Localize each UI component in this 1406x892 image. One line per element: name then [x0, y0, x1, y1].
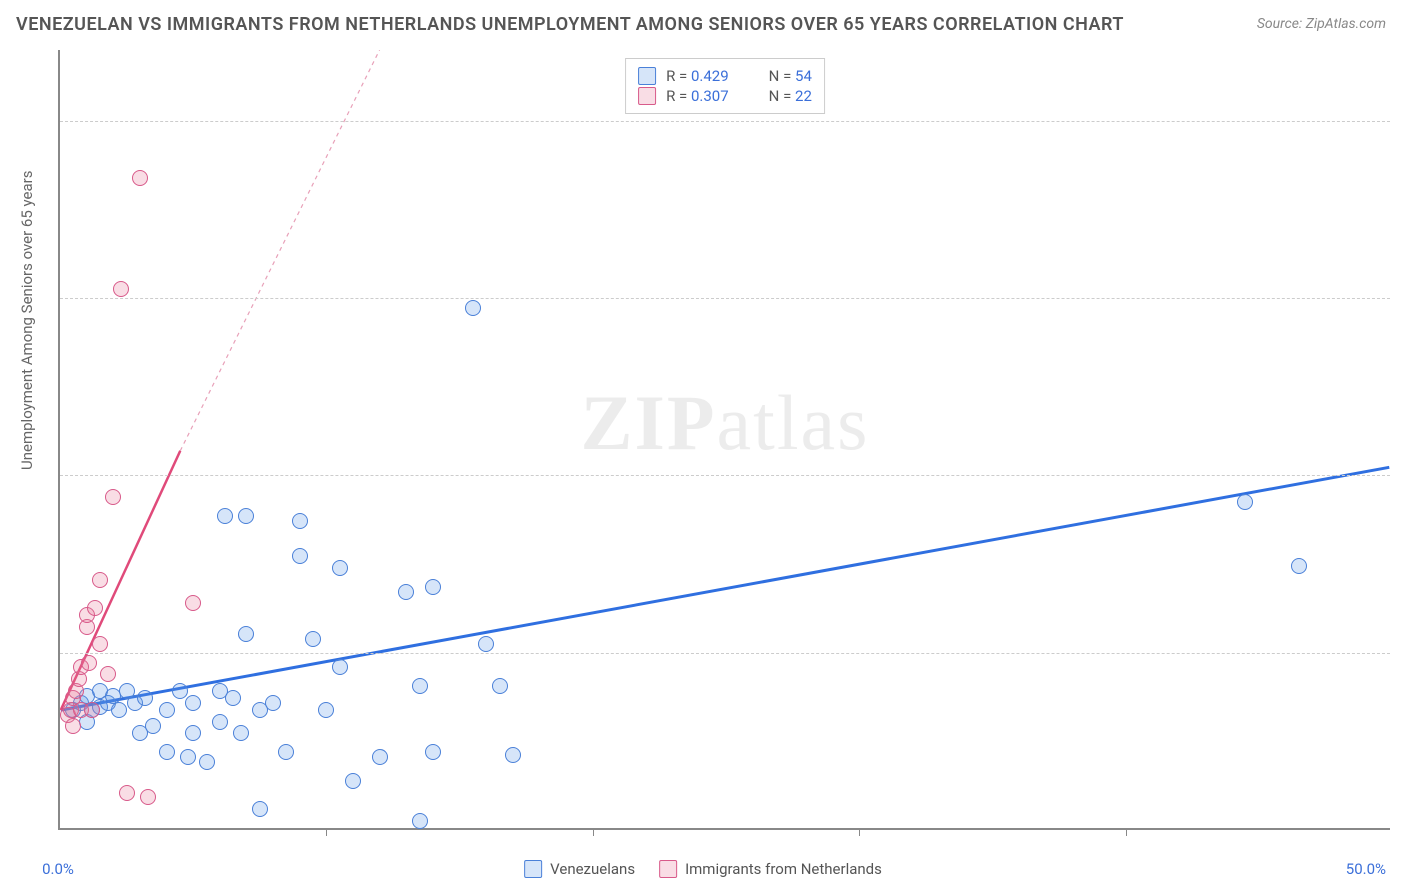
- gridline: [60, 121, 1390, 122]
- x-tick: [859, 828, 860, 836]
- x-tick: [1126, 828, 1127, 836]
- data-point: [159, 702, 175, 718]
- gridline: [60, 298, 1390, 299]
- data-point: [225, 690, 241, 706]
- correlation-row-blue: R = 0.429 N = 54: [638, 67, 812, 85]
- correlation-legend: R = 0.429 N = 54 R = 0.307 N = 22: [625, 58, 825, 114]
- data-point: [159, 744, 175, 760]
- legend-item-venezuelans: Venezuelans: [524, 860, 635, 878]
- data-point: [180, 749, 196, 765]
- data-point: [111, 702, 127, 718]
- data-point: [132, 170, 148, 186]
- data-point: [113, 281, 129, 297]
- data-point: [238, 626, 254, 642]
- x-axis-min-label: 0.0%: [42, 860, 74, 878]
- source-attribution: Source: ZipAtlas.com: [1257, 16, 1386, 32]
- data-point: [425, 744, 441, 760]
- data-point: [492, 678, 508, 694]
- data-point: [65, 718, 81, 734]
- data-point: [465, 300, 481, 316]
- data-point: [233, 725, 249, 741]
- watermark-text: ZIPatlas: [581, 378, 870, 468]
- x-axis-max-label: 50.0%: [1346, 860, 1386, 878]
- data-point: [92, 572, 108, 588]
- data-point: [478, 636, 494, 652]
- data-point: [412, 678, 428, 694]
- chart-title: VENEZUELAN VS IMMIGRANTS FROM NETHERLAND…: [16, 14, 1124, 35]
- data-point: [412, 813, 428, 829]
- data-point: [292, 513, 308, 529]
- data-point: [185, 695, 201, 711]
- data-point: [212, 714, 228, 730]
- data-point: [119, 785, 135, 801]
- data-point: [172, 683, 188, 699]
- data-point: [140, 789, 156, 805]
- legend-label: Venezuelans: [550, 860, 635, 878]
- data-point: [84, 702, 100, 718]
- data-point: [145, 718, 161, 734]
- data-point: [185, 595, 201, 611]
- data-point: [318, 702, 334, 718]
- correlation-row-pink: R = 0.307 N = 22: [638, 87, 812, 105]
- data-point: [372, 749, 388, 765]
- swatch-icon: [638, 87, 656, 105]
- data-point: [332, 560, 348, 576]
- data-point: [217, 508, 233, 524]
- data-point: [305, 631, 321, 647]
- data-point: [87, 600, 103, 616]
- legend-item-netherlands: Immigrants from Netherlands: [659, 860, 882, 878]
- data-point: [278, 744, 294, 760]
- data-point: [332, 659, 348, 675]
- series-legend: Venezuelans Immigrants from Netherlands: [524, 860, 882, 878]
- data-point: [505, 747, 521, 763]
- scatter-plot-area: ZIPatlas R = 0.429 N = 54 R = 0.307 N = …: [58, 50, 1390, 830]
- data-point: [1237, 494, 1253, 510]
- gridline: [60, 475, 1390, 476]
- data-point: [292, 548, 308, 564]
- data-point: [265, 695, 281, 711]
- data-point: [105, 489, 121, 505]
- swatch-icon: [659, 860, 677, 878]
- data-point: [345, 773, 361, 789]
- legend-label: Immigrants from Netherlands: [685, 860, 882, 878]
- r-value-pink: 0.307: [691, 87, 729, 105]
- data-point: [1291, 558, 1307, 574]
- n-value-blue: 54: [795, 67, 812, 85]
- swatch-icon: [638, 67, 656, 85]
- data-point: [185, 725, 201, 741]
- n-value-pink: 22: [795, 87, 812, 105]
- x-tick: [593, 828, 594, 836]
- data-point: [398, 584, 414, 600]
- data-point: [252, 801, 268, 817]
- swatch-icon: [524, 860, 542, 878]
- data-point: [92, 636, 108, 652]
- data-point: [100, 666, 116, 682]
- gridline: [60, 653, 1390, 654]
- data-point: [425, 579, 441, 595]
- r-value-blue: 0.429: [691, 67, 729, 85]
- x-tick: [326, 828, 327, 836]
- y-axis-label: Unemployment Among Seniors over 65 years: [18, 171, 36, 470]
- data-point: [238, 508, 254, 524]
- data-point: [199, 754, 215, 770]
- data-point: [81, 655, 97, 671]
- data-point: [137, 690, 153, 706]
